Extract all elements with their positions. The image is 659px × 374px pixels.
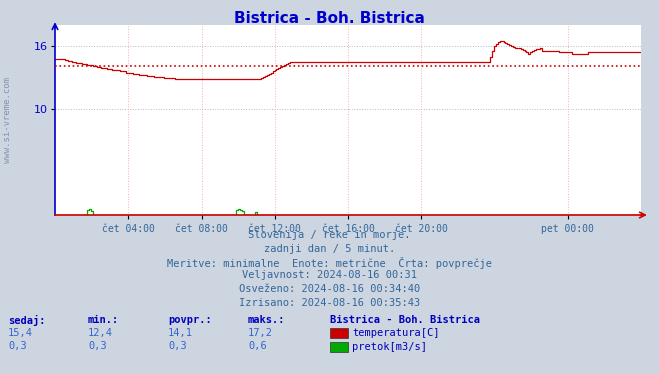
Text: Bistrica - Boh. Bistrica: Bistrica - Boh. Bistrica bbox=[234, 11, 425, 26]
Text: temperatura[C]: temperatura[C] bbox=[352, 328, 440, 338]
Text: sedaj:: sedaj: bbox=[8, 315, 45, 326]
Text: povpr.:: povpr.: bbox=[168, 315, 212, 325]
Text: 14,1: 14,1 bbox=[168, 328, 193, 338]
Text: 0,3: 0,3 bbox=[88, 341, 107, 351]
Text: Meritve: minimalne  Enote: metrične  Črta: povprečje: Meritve: minimalne Enote: metrične Črta:… bbox=[167, 257, 492, 269]
Text: Slovenija / reke in morje.: Slovenija / reke in morje. bbox=[248, 230, 411, 240]
Text: www.si-vreme.com: www.si-vreme.com bbox=[3, 77, 13, 163]
Text: 15,4: 15,4 bbox=[8, 328, 33, 338]
Text: Izrisano: 2024-08-16 00:35:43: Izrisano: 2024-08-16 00:35:43 bbox=[239, 297, 420, 307]
Text: 0,3: 0,3 bbox=[168, 341, 186, 351]
Text: 17,2: 17,2 bbox=[248, 328, 273, 338]
Text: zadnji dan / 5 minut.: zadnji dan / 5 minut. bbox=[264, 243, 395, 254]
Text: Veljavnost: 2024-08-16 00:31: Veljavnost: 2024-08-16 00:31 bbox=[242, 270, 417, 280]
Text: maks.:: maks.: bbox=[248, 315, 285, 325]
Text: 0,3: 0,3 bbox=[8, 341, 27, 351]
Text: 12,4: 12,4 bbox=[88, 328, 113, 338]
Text: pretok[m3/s]: pretok[m3/s] bbox=[352, 342, 427, 352]
Text: 0,6: 0,6 bbox=[248, 341, 267, 351]
Text: min.:: min.: bbox=[88, 315, 119, 325]
Text: Osveženo: 2024-08-16 00:34:40: Osveženo: 2024-08-16 00:34:40 bbox=[239, 284, 420, 294]
Text: Bistrica - Boh. Bistrica: Bistrica - Boh. Bistrica bbox=[330, 315, 480, 325]
